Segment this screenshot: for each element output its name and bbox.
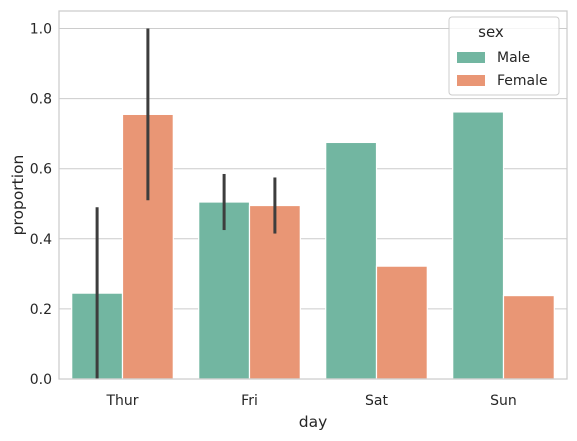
plot-frame bbox=[58, 10, 568, 380]
legend: sex Male Female bbox=[448, 16, 560, 96]
x-tick-label: Sat bbox=[365, 393, 388, 409]
y-tick-label: 1.0 bbox=[30, 22, 52, 38]
legend-swatch-female bbox=[457, 75, 485, 86]
x-tick-label: Thur bbox=[105, 393, 138, 409]
x-axis-label: day bbox=[299, 413, 328, 431]
y-tick-label: 0.0 bbox=[30, 372, 52, 388]
legend-label-male: Male bbox=[497, 50, 530, 66]
x-tick-label: Sun bbox=[490, 393, 517, 409]
legend-title: sex bbox=[478, 23, 504, 41]
y-tick-label: 0.8 bbox=[30, 92, 52, 108]
legend-swatch-male bbox=[457, 52, 485, 63]
x-tick-labels: Thur Fri Sat Sun bbox=[105, 393, 516, 409]
bar-female-sun bbox=[502, 294, 555, 380]
error-bars bbox=[95, 28, 277, 379]
y-tick-labels: 0.0 0.2 0.4 0.6 0.8 1.0 bbox=[30, 22, 52, 388]
x-tick-label: Fri bbox=[241, 393, 258, 409]
bar-male-sat bbox=[325, 141, 378, 380]
y-tick-label: 0.6 bbox=[30, 162, 52, 178]
bars bbox=[71, 111, 555, 380]
legend-label-female: Female bbox=[497, 73, 548, 89]
y-tick-label: 0.4 bbox=[30, 232, 52, 248]
bar-male-sun bbox=[452, 111, 505, 380]
bar-female-sat bbox=[375, 265, 428, 380]
y-axis-label: proportion bbox=[9, 155, 27, 236]
y-tick-label: 0.2 bbox=[30, 302, 52, 318]
